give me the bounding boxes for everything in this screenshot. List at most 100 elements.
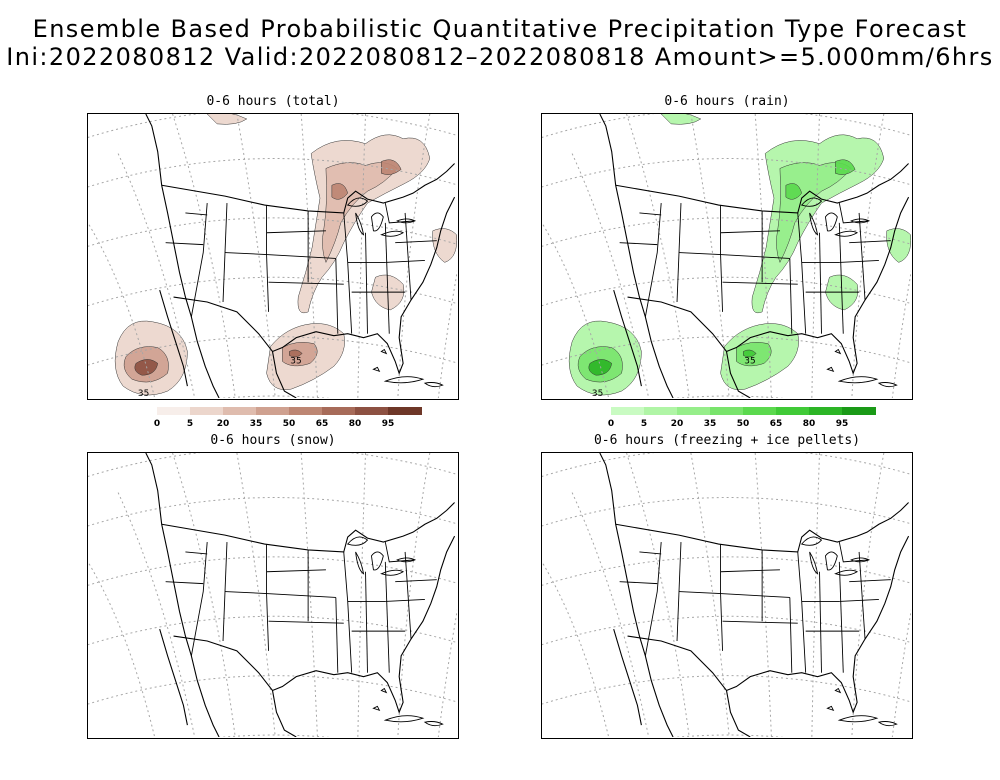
state-line [384,541,416,563]
great-lake [396,218,417,224]
island [837,376,879,384]
graticule-parallel [88,675,457,705]
state-line [639,212,662,216]
coast-border-line [615,502,909,553]
graticule-meridian [357,114,367,398]
colorbar-tick-label: 65 [769,419,783,429]
graticule-meridian [851,114,885,398]
map-panel-freeze [541,452,913,739]
graticule-meridian [437,270,457,398]
colorbar-segment [809,407,843,415]
graticule-meridian [397,114,431,398]
state-line [819,571,822,673]
state-line [644,542,662,656]
great-lake [355,551,365,575]
state-line [722,620,798,624]
colorbar-tick-label: 5 [640,419,648,429]
state-line [268,281,344,285]
boundaries [599,114,910,398]
great-lake [824,551,838,571]
state-line [185,212,208,216]
great-lake [824,212,838,232]
panel-title-total: 0-6 hours (total) [206,94,340,109]
graticule-meridian [357,453,367,737]
coast-border-line [173,535,456,714]
colorbar-tick-label: 80 [802,419,816,429]
graticule-parallel [88,276,457,307]
island [380,687,388,694]
graticule-parallel [88,497,457,527]
colorbar-segment [611,407,645,415]
state-line [335,597,339,673]
state-line [266,593,336,598]
state-line [384,561,390,673]
state-line [165,242,204,246]
colorbar-total: 0 5 20 35 50 65 80 95 [154,407,422,429]
island [826,366,835,373]
great-lake [355,212,365,236]
colorbar-tick-label: 0 [153,419,161,429]
graticule-meridian [891,609,911,737]
coast-border-line [615,163,909,214]
state-line [190,203,208,317]
island [834,348,842,355]
great-lake [800,197,823,207]
contour-label: 35 [290,356,301,366]
coast-border-line [627,535,910,714]
state-line [838,202,870,224]
graticule-meridian [397,453,431,737]
graticule-parallel [542,615,911,646]
contour-label: 35 [744,356,755,366]
island [423,382,444,388]
graticule-parallel [542,158,911,188]
island [423,721,444,727]
great-lake [850,218,871,224]
colorbar-tick-label: 35 [703,419,717,429]
colorbar-tick-label: 35 [249,419,263,429]
state-line [819,232,822,334]
state-line [224,591,269,651]
graticule [88,114,457,398]
state-line [797,551,807,673]
map-svg: 35 35 [542,114,911,398]
graticule-meridian [811,453,821,737]
island [826,705,835,712]
graticule-meridian [172,114,236,398]
coast-border-line [161,163,455,214]
great-lake [809,551,819,575]
panel-title-rain: 0-6 hours (rain) [664,94,790,109]
island [372,705,381,712]
island [877,382,898,388]
boundaries [145,453,456,737]
great-lake [346,197,369,207]
page-title-line1: Ensemble Based Probabilistic Quantitativ… [32,15,968,43]
state-line [678,252,723,312]
colorbar-segment [190,407,224,415]
colorbar-segment [388,407,422,415]
colorbar-tick-label: 80 [348,419,362,429]
state-line [720,254,790,259]
state-line [838,541,870,563]
island [372,366,381,373]
graticule-meridian [891,270,911,398]
graticule-meridian [571,492,650,737]
contour-label: 35 [138,389,149,398]
colorbar-segment [842,407,876,415]
boundaries [599,453,910,737]
coast-border-line [613,289,642,387]
graticule-meridian [811,114,821,398]
precip-probability-area [331,183,348,200]
graticule-parallel [542,276,911,307]
great-lake [834,230,859,237]
island [383,376,425,384]
colorbar-tick-label: 20 [670,419,684,429]
graticule-meridian [236,453,276,737]
graticule [542,453,911,737]
graticule-parallel [88,556,457,586]
state-line [720,230,780,234]
map-svg [88,453,457,737]
coast-border-line [161,502,455,553]
state-line [365,232,368,334]
graticule-parallel [219,734,330,737]
colorbar-segment [710,407,744,415]
